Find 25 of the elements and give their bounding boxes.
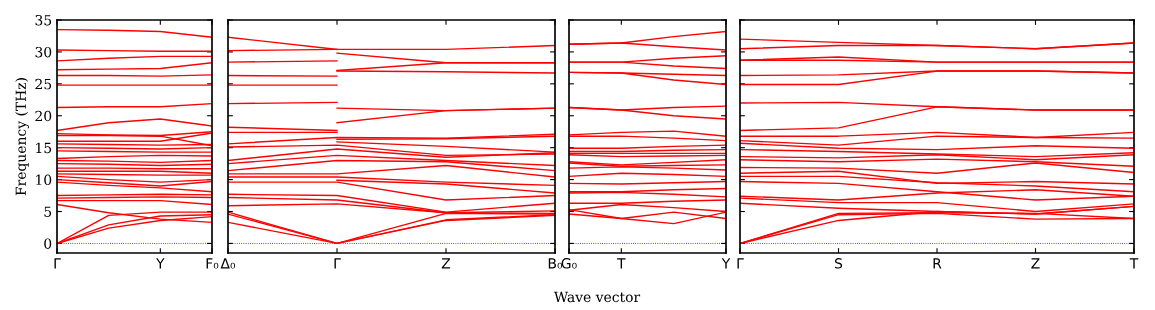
x-tick-label: T xyxy=(617,258,626,269)
x-axis-title: Wave vector xyxy=(553,291,641,303)
y-tick-label: 15 xyxy=(36,142,52,154)
x-tick-label: T xyxy=(1129,258,1139,269)
x-tick-label: Δ₀ xyxy=(220,258,236,269)
y-axis-title: Frequency (THz) xyxy=(15,78,29,196)
x-tick-label: Y xyxy=(156,258,165,269)
x-tick-label: Γ xyxy=(737,258,744,269)
x-tick-label: R xyxy=(933,258,942,269)
y-tick-label: 30 xyxy=(35,46,52,58)
x-tick-label: S xyxy=(835,258,843,269)
y-tick-label: 0 xyxy=(44,238,52,249)
y-tick-label: 25 xyxy=(35,78,52,90)
x-tick-label: Γ xyxy=(334,258,341,269)
x-tick-label: F₀ xyxy=(206,258,219,269)
x-tick-label: Y xyxy=(721,258,731,269)
y-tick-label: 20 xyxy=(35,110,52,122)
x-tick-label: Z xyxy=(441,258,451,269)
y-tick-label: 35 xyxy=(35,14,52,26)
x-tick-label: Z xyxy=(1031,258,1040,269)
y-tick-label: 5 xyxy=(44,206,52,217)
x-tick-label: Γ xyxy=(54,258,61,269)
x-tick-label: B₀ xyxy=(548,258,563,269)
x-tick-label: G₀ xyxy=(561,258,577,269)
y-tick-label: 10 xyxy=(36,174,52,186)
